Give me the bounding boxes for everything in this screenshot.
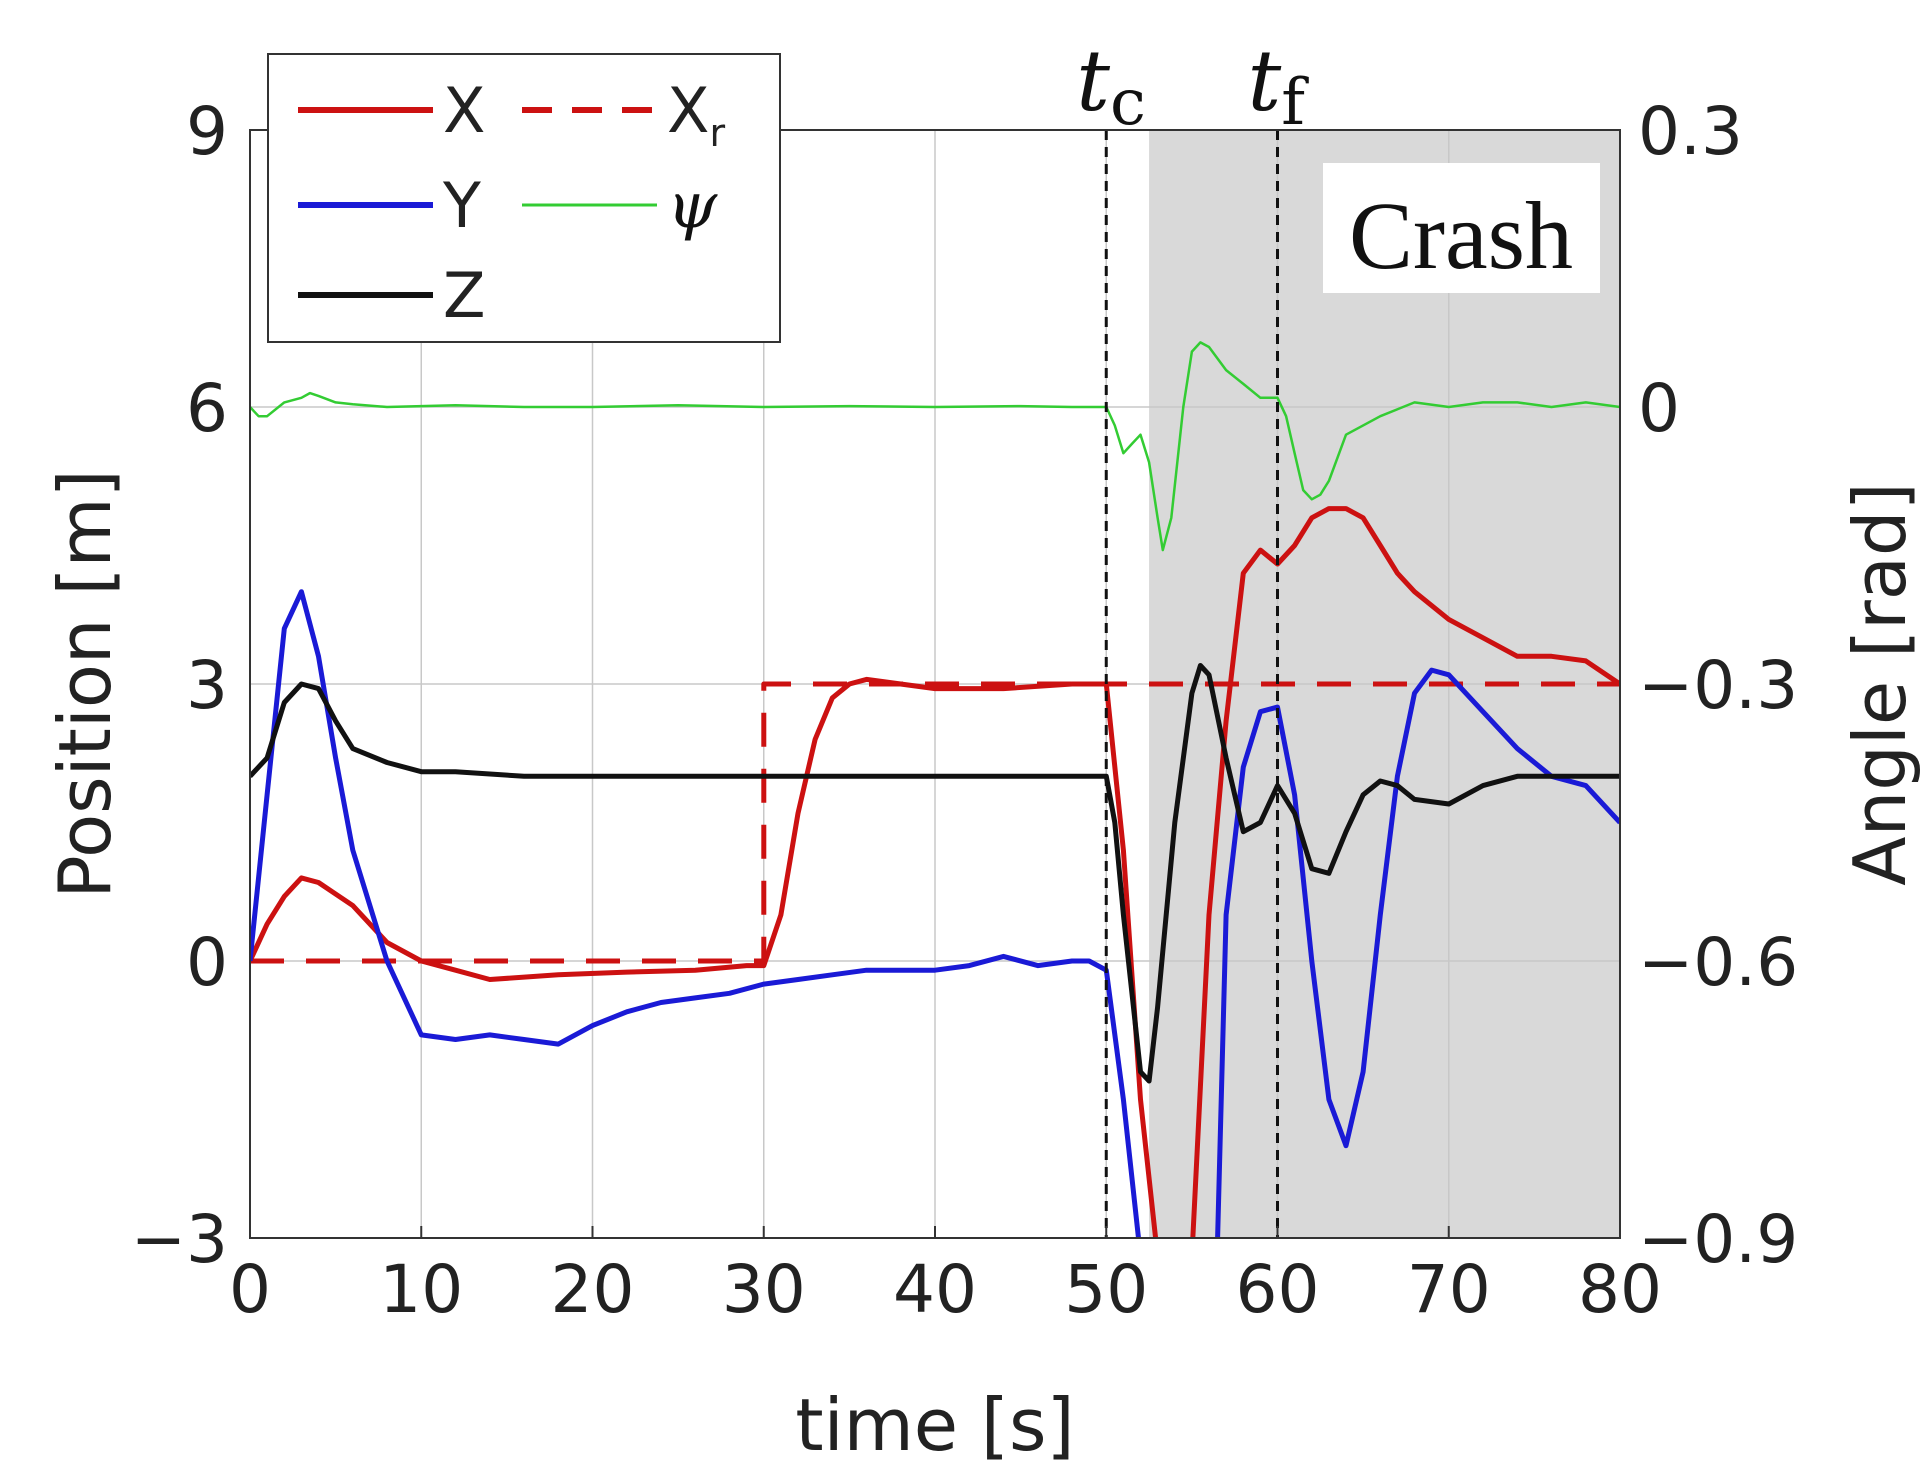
event-lines: tc tf bbox=[1076, 32, 1309, 1238]
y-tick-label-left: 9 bbox=[186, 93, 228, 170]
y-axis-title-right: Angle [rad] bbox=[1838, 482, 1922, 885]
series-z-line bbox=[250, 663, 1620, 1084]
crash-label: Crash bbox=[1323, 163, 1600, 293]
series-group bbox=[250, 341, 1620, 1238]
y-tick-label-right: −0.3 bbox=[1638, 647, 1798, 724]
x-tick-label: 70 bbox=[1407, 1251, 1491, 1328]
x-axis-title: time [s] bbox=[795, 1383, 1074, 1467]
x-tick-label: 40 bbox=[893, 1251, 977, 1328]
series-psi-line bbox=[250, 341, 1620, 552]
y-tick-label-right: −0.9 bbox=[1638, 1201, 1798, 1278]
x-tick-label: 0 bbox=[229, 1251, 271, 1328]
y-axis-title-left: Position [m] bbox=[43, 469, 127, 899]
legend-label: Xr bbox=[667, 74, 725, 155]
legend-label: ψ bbox=[667, 169, 718, 243]
y-tick-label-right: 0 bbox=[1638, 370, 1680, 447]
y-tick-label-right: 0.3 bbox=[1638, 93, 1743, 170]
series-x-ref-line bbox=[250, 681, 1620, 964]
x-tick-label: 50 bbox=[1064, 1251, 1148, 1328]
legend-label: Z bbox=[443, 259, 485, 332]
series-x-line bbox=[250, 506, 1620, 1238]
y-tick-label-left: 6 bbox=[186, 370, 228, 447]
vline-label-tf: tf bbox=[1248, 32, 1310, 140]
x-tick-label: 20 bbox=[551, 1251, 635, 1328]
x-tick-label: 80 bbox=[1578, 1251, 1662, 1328]
plot-frame bbox=[249, 129, 1621, 1239]
x-tick-label: 30 bbox=[722, 1251, 806, 1328]
x-tick-label: 10 bbox=[379, 1251, 463, 1328]
y-tick-label-left: 3 bbox=[186, 647, 228, 724]
y-tick-label-right: −0.6 bbox=[1638, 924, 1798, 1001]
y-tick-label-left: −3 bbox=[131, 1201, 228, 1278]
x-tick-label: 60 bbox=[1236, 1251, 1320, 1328]
series-y-line bbox=[250, 589, 1620, 1238]
legend: X Xr Y ψ Z bbox=[267, 53, 781, 343]
vline-label-tc: tc bbox=[1076, 32, 1146, 140]
legend-label: X bbox=[443, 74, 485, 147]
y-tick-label-left: 0 bbox=[186, 924, 228, 1001]
crash-label-text: Crash bbox=[1349, 182, 1573, 289]
legend-label: Y bbox=[442, 169, 481, 242]
crash-label-box bbox=[1323, 163, 1600, 293]
